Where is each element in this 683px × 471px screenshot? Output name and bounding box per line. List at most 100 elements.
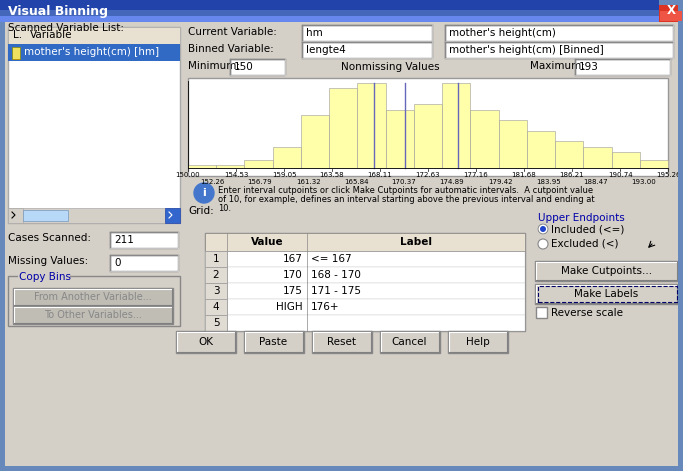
Text: hm: hm <box>306 28 323 38</box>
Text: L.: L. <box>13 30 22 40</box>
Bar <box>205 251 525 267</box>
Bar <box>535 261 678 281</box>
Text: 183.95: 183.95 <box>535 179 560 185</box>
Bar <box>205 315 227 331</box>
Bar <box>205 315 525 331</box>
Text: Reset: Reset <box>327 337 356 347</box>
Text: 0: 0 <box>114 258 120 268</box>
Text: 5: 5 <box>212 318 219 328</box>
Text: 150.00: 150.00 <box>176 172 200 178</box>
Bar <box>445 25 673 41</box>
Bar <box>0 1 659 2</box>
Bar <box>0 10 659 11</box>
Text: 10.: 10. <box>218 204 231 213</box>
Text: Name:: Name: <box>305 13 339 23</box>
Bar <box>583 147 611 168</box>
Text: i: i <box>202 188 206 198</box>
Text: 165.84: 165.84 <box>344 179 368 185</box>
Bar <box>0 18 659 19</box>
Text: Nonmissing Values: Nonmissing Values <box>341 62 439 72</box>
Bar <box>386 110 414 168</box>
Text: To Other Variables...: To Other Variables... <box>44 310 142 320</box>
Text: 159.05: 159.05 <box>272 172 296 178</box>
Bar <box>611 152 640 168</box>
Text: Current Variable:: Current Variable: <box>188 27 277 37</box>
Circle shape <box>538 239 548 249</box>
Bar <box>0 14 659 15</box>
Bar <box>301 115 329 168</box>
Bar <box>357 83 386 168</box>
Bar <box>0 19 659 20</box>
Bar <box>230 59 285 75</box>
Text: Cancel: Cancel <box>392 337 428 347</box>
Bar <box>0 15 659 16</box>
Text: <= 167: <= 167 <box>311 254 352 264</box>
Circle shape <box>540 226 546 232</box>
Bar <box>205 299 525 315</box>
Bar <box>0 21 659 22</box>
Text: 179.42: 179.42 <box>488 179 512 185</box>
Polygon shape <box>169 212 172 218</box>
Bar <box>0 0 5 471</box>
Bar <box>660 11 682 21</box>
Bar <box>205 283 227 299</box>
Bar <box>8 208 23 223</box>
Bar <box>8 27 180 223</box>
Text: 177.16: 177.16 <box>464 172 488 178</box>
Text: 193.00: 193.00 <box>632 179 656 185</box>
Text: 195.26: 195.26 <box>656 172 680 178</box>
Bar <box>538 286 677 302</box>
Text: Included (<=): Included (<=) <box>551 224 624 234</box>
Polygon shape <box>12 212 15 218</box>
Bar <box>205 283 525 299</box>
Text: 176+: 176+ <box>311 302 339 312</box>
Bar <box>188 78 668 176</box>
Bar <box>165 208 180 223</box>
Text: 193: 193 <box>579 62 599 72</box>
Text: lengte4: lengte4 <box>306 45 346 55</box>
Text: 167: 167 <box>283 254 303 264</box>
Bar <box>302 42 432 58</box>
Bar <box>205 267 227 283</box>
Bar <box>0 8 659 9</box>
Circle shape <box>538 224 548 234</box>
Bar <box>0 7 659 8</box>
Bar <box>0 466 683 471</box>
Text: 174.89: 174.89 <box>440 179 464 185</box>
Text: 154.53: 154.53 <box>224 172 248 178</box>
Bar <box>445 42 673 58</box>
Text: 171 - 175: 171 - 175 <box>311 286 361 296</box>
Text: 188.47: 188.47 <box>584 179 609 185</box>
Text: 168.11: 168.11 <box>367 172 393 178</box>
Bar <box>535 284 678 304</box>
Bar <box>499 120 527 168</box>
Text: Binned Variable:: Binned Variable: <box>188 44 274 54</box>
Bar <box>0 6 659 7</box>
Text: Variable: Variable <box>30 30 72 40</box>
Text: 170.37: 170.37 <box>391 179 417 185</box>
Text: Copy Bins: Copy Bins <box>19 272 71 282</box>
Text: Missing Values:: Missing Values: <box>8 256 88 266</box>
Bar <box>13 306 173 324</box>
Bar <box>414 104 442 168</box>
Text: Visual Binning: Visual Binning <box>8 5 108 17</box>
Circle shape <box>194 183 214 203</box>
Text: Maximum:: Maximum: <box>530 61 585 71</box>
Bar <box>205 233 525 251</box>
Bar <box>110 255 178 271</box>
Bar <box>0 0 683 5</box>
Bar <box>0 9 659 10</box>
Text: 175: 175 <box>283 286 303 296</box>
Text: Make Labels: Make Labels <box>574 289 639 299</box>
Bar <box>176 331 236 353</box>
Text: Scanned Variable List:: Scanned Variable List: <box>8 23 124 33</box>
Text: 168 - 170: 168 - 170 <box>311 270 361 280</box>
Text: Help: Help <box>466 337 490 347</box>
Text: Upper Endpoints: Upper Endpoints <box>538 213 625 223</box>
Text: 186.21: 186.21 <box>559 172 585 178</box>
Text: 211: 211 <box>114 235 134 245</box>
Text: Value: Value <box>251 237 283 247</box>
Bar <box>188 165 217 168</box>
Text: 4: 4 <box>212 302 219 312</box>
Bar <box>471 110 499 168</box>
